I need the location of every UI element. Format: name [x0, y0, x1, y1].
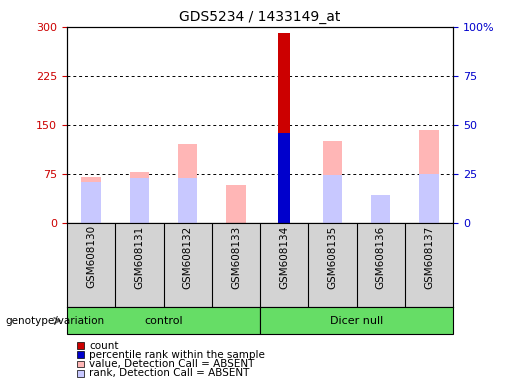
Text: GSM608133: GSM608133 — [231, 225, 241, 288]
Bar — [130, 178, 149, 223]
Bar — [178, 178, 197, 223]
Bar — [81, 182, 101, 223]
Bar — [226, 185, 246, 223]
Bar — [81, 177, 101, 223]
Bar — [419, 130, 439, 223]
Bar — [67, 307, 260, 334]
Text: value, Detection Call = ABSENT: value, Detection Call = ABSENT — [89, 359, 254, 369]
Text: rank, Detection Call = ABSENT: rank, Detection Call = ABSENT — [89, 368, 249, 378]
Title: GDS5234 / 1433149_at: GDS5234 / 1433149_at — [179, 10, 341, 25]
Bar — [278, 133, 290, 223]
Text: Dicer null: Dicer null — [330, 316, 383, 326]
Bar — [178, 144, 197, 223]
Text: GSM608132: GSM608132 — [183, 225, 193, 288]
Bar — [130, 172, 149, 223]
Bar — [278, 33, 290, 223]
Bar — [323, 175, 342, 223]
Text: GSM608135: GSM608135 — [328, 225, 337, 288]
Text: GSM608136: GSM608136 — [376, 225, 386, 288]
Text: count: count — [89, 341, 118, 351]
Bar — [371, 195, 390, 223]
Bar — [323, 141, 342, 223]
Text: percentile rank within the sample: percentile rank within the sample — [89, 350, 265, 360]
Text: GSM608137: GSM608137 — [424, 225, 434, 288]
Text: control: control — [144, 316, 183, 326]
Bar — [419, 174, 439, 223]
Bar — [260, 307, 453, 334]
Text: GSM608131: GSM608131 — [134, 225, 144, 288]
Text: GSM608134: GSM608134 — [279, 225, 289, 288]
Text: genotype/variation: genotype/variation — [5, 316, 104, 326]
Text: GSM608130: GSM608130 — [86, 225, 96, 288]
